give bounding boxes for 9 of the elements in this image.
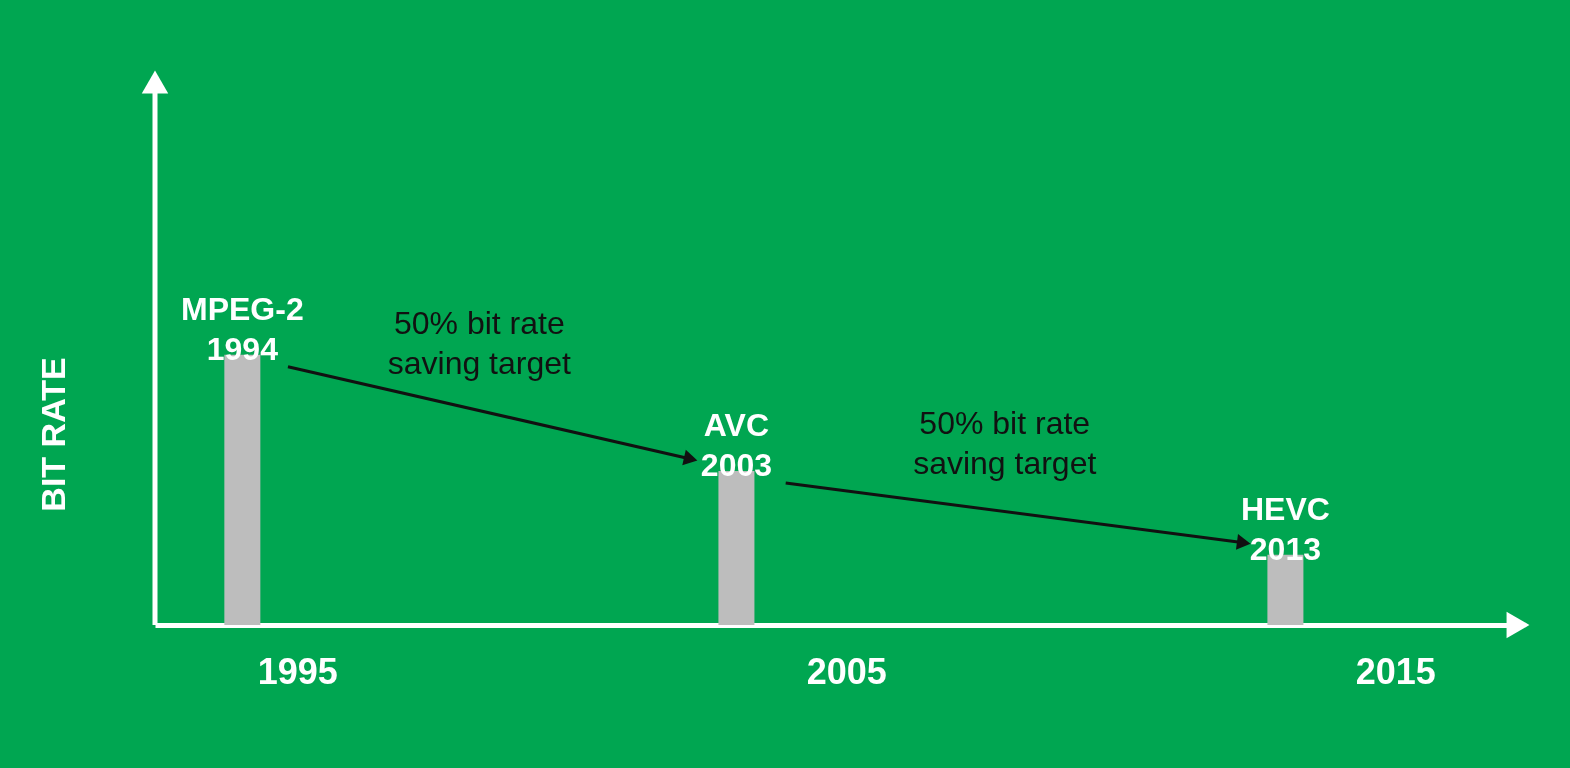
x-tick-label: 2005 [806,650,887,692]
annotation: 50% bit rate saving target [387,304,572,381]
x-tick-label: 1995 [257,650,338,692]
x-tick-label: 2015 [1355,650,1436,692]
annotation: HEVC 2013 [1240,490,1330,567]
annotation: AVC 2003 [700,406,773,483]
annotation: MPEG-2 1994 [181,290,304,367]
y-axis-title: BIT RATE [34,357,72,512]
annotation: 50% bit rate saving target [913,404,1097,481]
